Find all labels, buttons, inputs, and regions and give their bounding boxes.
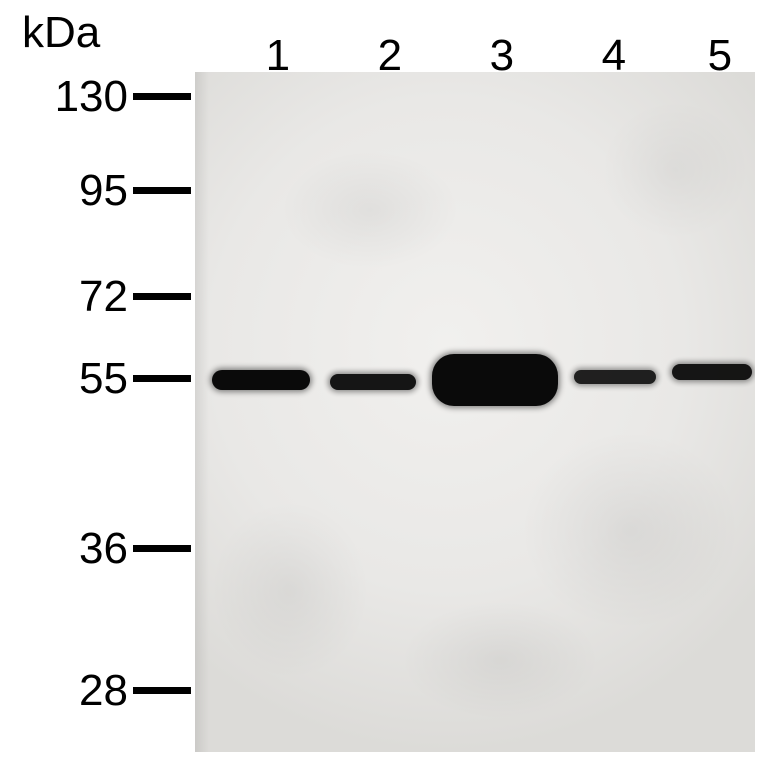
gel-smudge <box>600 100 750 240</box>
ladder-tick-95 <box>133 187 191 194</box>
gel-smudge <box>400 600 600 720</box>
gel-smudge <box>520 430 740 630</box>
gel-smudge <box>210 500 370 680</box>
ladder-label-28: 28 <box>79 666 128 716</box>
blot-figure: kDa 1309572553628 12345 <box>0 0 764 764</box>
gel-left-edge <box>195 72 209 752</box>
unit-label: kDa <box>22 8 100 58</box>
band-lane-4 <box>574 370 656 384</box>
ladder-label-95: 95 <box>79 166 128 216</box>
band-lane-1 <box>212 370 310 390</box>
ladder-label-130: 130 <box>55 72 128 122</box>
gel-smudge <box>280 150 460 270</box>
ladder-tick-130 <box>133 93 191 100</box>
ladder-tick-28 <box>133 687 191 694</box>
ladder-tick-36 <box>133 545 191 552</box>
ladder-label-55: 55 <box>79 354 128 404</box>
band-lane-5 <box>672 364 752 380</box>
ladder-tick-72 <box>133 293 191 300</box>
ladder-tick-55 <box>133 375 191 382</box>
band-lane-3 <box>432 354 558 406</box>
gel-membrane <box>195 72 755 752</box>
ladder-label-72: 72 <box>79 272 128 322</box>
band-lane-2 <box>330 374 416 390</box>
ladder-label-36: 36 <box>79 524 128 574</box>
